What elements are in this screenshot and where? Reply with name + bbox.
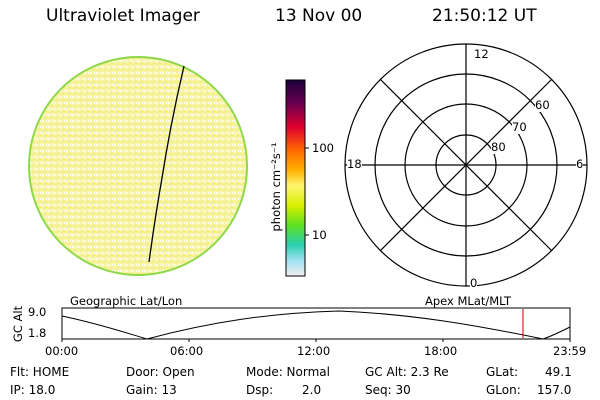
mlat-label-60: 60 (535, 98, 550, 112)
mlat-label-70: 70 (512, 120, 527, 134)
status-mode: Mode: Normal (246, 365, 330, 379)
status-ip: IP: 18.0 (10, 383, 56, 397)
earth-disk (28, 56, 248, 276)
colorbar-tick-100: 100 (312, 141, 334, 155)
mlt-label-0: 0 (470, 276, 478, 290)
time-tick-1800: 18:00 (424, 344, 458, 358)
status-flt: Flt: HOME (10, 365, 70, 379)
geographic-panel-label: Geographic Lat/Lon (70, 294, 183, 308)
altitude-curve (61, 310, 571, 340)
date-label: 13 Nov 00 (275, 6, 363, 26)
status-glon-label: GLon: (486, 383, 521, 397)
status-glat-label: GLat: (486, 365, 519, 379)
time-tick-0000: 00:00 (45, 344, 79, 358)
status-gc-alt: GC Alt: 2.3 Re (365, 365, 449, 379)
instrument-title: Ultraviolet Imager (46, 6, 200, 26)
apex-panel-label: Apex MLat/MLT (425, 294, 512, 308)
status-gain: Gain: 13 (126, 383, 177, 397)
mlt-label-6: 6 (576, 157, 584, 171)
colorbar-tick-10: 10 (312, 228, 327, 242)
status-glon-value: 157.0 (537, 383, 572, 397)
status-door: Door: Open (126, 365, 195, 379)
mlt-label-12: 12 (474, 47, 489, 61)
status-seq: Seq: 30 (365, 383, 411, 397)
mlt-label-18: 18 (347, 157, 362, 171)
status-dsp-label: Dsp: (246, 383, 274, 397)
time-tick-1200: 12:00 (297, 344, 331, 358)
altitude-plot-frame (61, 307, 571, 340)
polar-diagonal-2 (379, 78, 553, 252)
altitude-tick-9: 9.0 (28, 305, 47, 319)
time-tick-2359: 23:59 (553, 344, 587, 358)
altitude-tick-1-8: 1.8 (28, 326, 47, 340)
terminator-line (148, 65, 185, 263)
altitude-axis-title: GC Alt (11, 305, 25, 343)
time-label: 21:50:12 UT (432, 6, 537, 26)
status-glat-value: 49.1 (545, 365, 572, 379)
mlat-label-80: 80 (491, 140, 506, 154)
time-tick-0600: 06:00 (170, 344, 204, 358)
status-dsp-value: 2.0 (302, 383, 322, 397)
